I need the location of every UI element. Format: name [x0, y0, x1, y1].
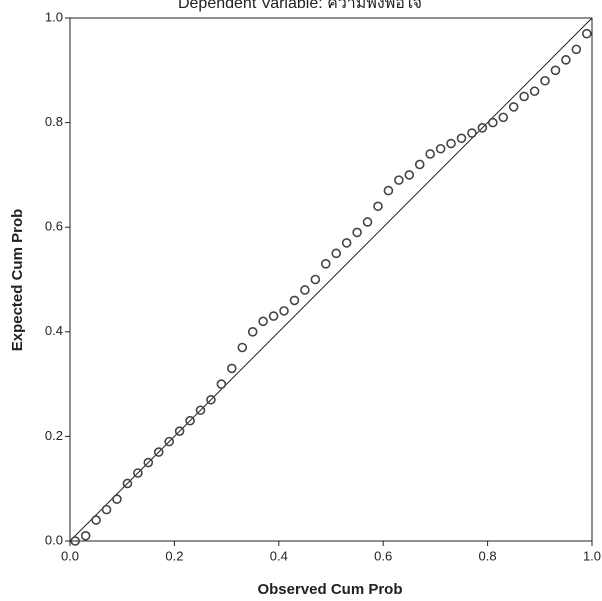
x-tick-label: 0.0: [61, 548, 79, 563]
point: [216, 379, 227, 389]
point: [279, 306, 289, 316]
point: [206, 394, 216, 405]
chart-title: Dependent Variable: ความพึงพอใจ: [178, 0, 422, 12]
point: [561, 55, 571, 65]
point: [237, 342, 248, 353]
point: [383, 185, 394, 196]
point: [268, 311, 279, 321]
point: [70, 536, 81, 546]
y-tick-label: 0.2: [45, 428, 63, 443]
point: [143, 457, 154, 468]
y-tick-label: 0.4: [45, 323, 63, 338]
reference-line: [69, 17, 593, 542]
point: [425, 149, 435, 159]
x-tick-label: 0.8: [479, 548, 497, 563]
point: [519, 91, 529, 102]
point: [133, 468, 143, 478]
point: [404, 170, 415, 180]
point: [373, 201, 383, 212]
point: [581, 28, 592, 39]
point: [164, 436, 174, 447]
point: [195, 405, 206, 416]
y-tick-label: 0.8: [45, 114, 63, 129]
point: [508, 102, 519, 112]
x-axis-title: Observed Cum Prob: [257, 581, 402, 598]
y-tick-label: 1.0: [45, 9, 63, 24]
point: [540, 75, 550, 86]
x-tick-label: 0.4: [270, 548, 288, 563]
point: [80, 530, 91, 541]
point: [362, 217, 373, 227]
point: [185, 415, 195, 426]
point: [488, 117, 498, 128]
point: [300, 285, 310, 295]
point: [331, 248, 342, 259]
point: [529, 86, 540, 97]
point: [456, 133, 467, 144]
point: [352, 227, 362, 238]
x-tick-label: 1.0: [583, 548, 601, 563]
point: [320, 259, 331, 269]
y-tick-label: 0.6: [45, 219, 63, 234]
point: [247, 326, 258, 337]
point: [227, 363, 237, 374]
point: [174, 426, 185, 436]
plot-frame: [69, 17, 593, 542]
point: [341, 238, 352, 248]
point: [289, 295, 300, 306]
point: [498, 112, 509, 123]
point: [394, 175, 404, 185]
y-tick-label: 0.0: [45, 532, 63, 547]
point: [153, 447, 164, 457]
point: [571, 44, 582, 55]
point: [467, 128, 477, 138]
point: [446, 138, 456, 149]
point: [310, 274, 321, 285]
point: [112, 494, 122, 504]
point: [477, 123, 488, 133]
point: [435, 143, 446, 154]
point: [101, 504, 112, 515]
point: [550, 65, 561, 76]
y-axis-title: Expected Cum Prob: [9, 209, 26, 352]
point: [414, 159, 425, 170]
x-tick-label: 0.6: [374, 548, 392, 563]
point: [91, 515, 101, 525]
point: [122, 478, 133, 489]
point: [258, 316, 268, 327]
x-tick-label: 0.2: [165, 548, 183, 563]
